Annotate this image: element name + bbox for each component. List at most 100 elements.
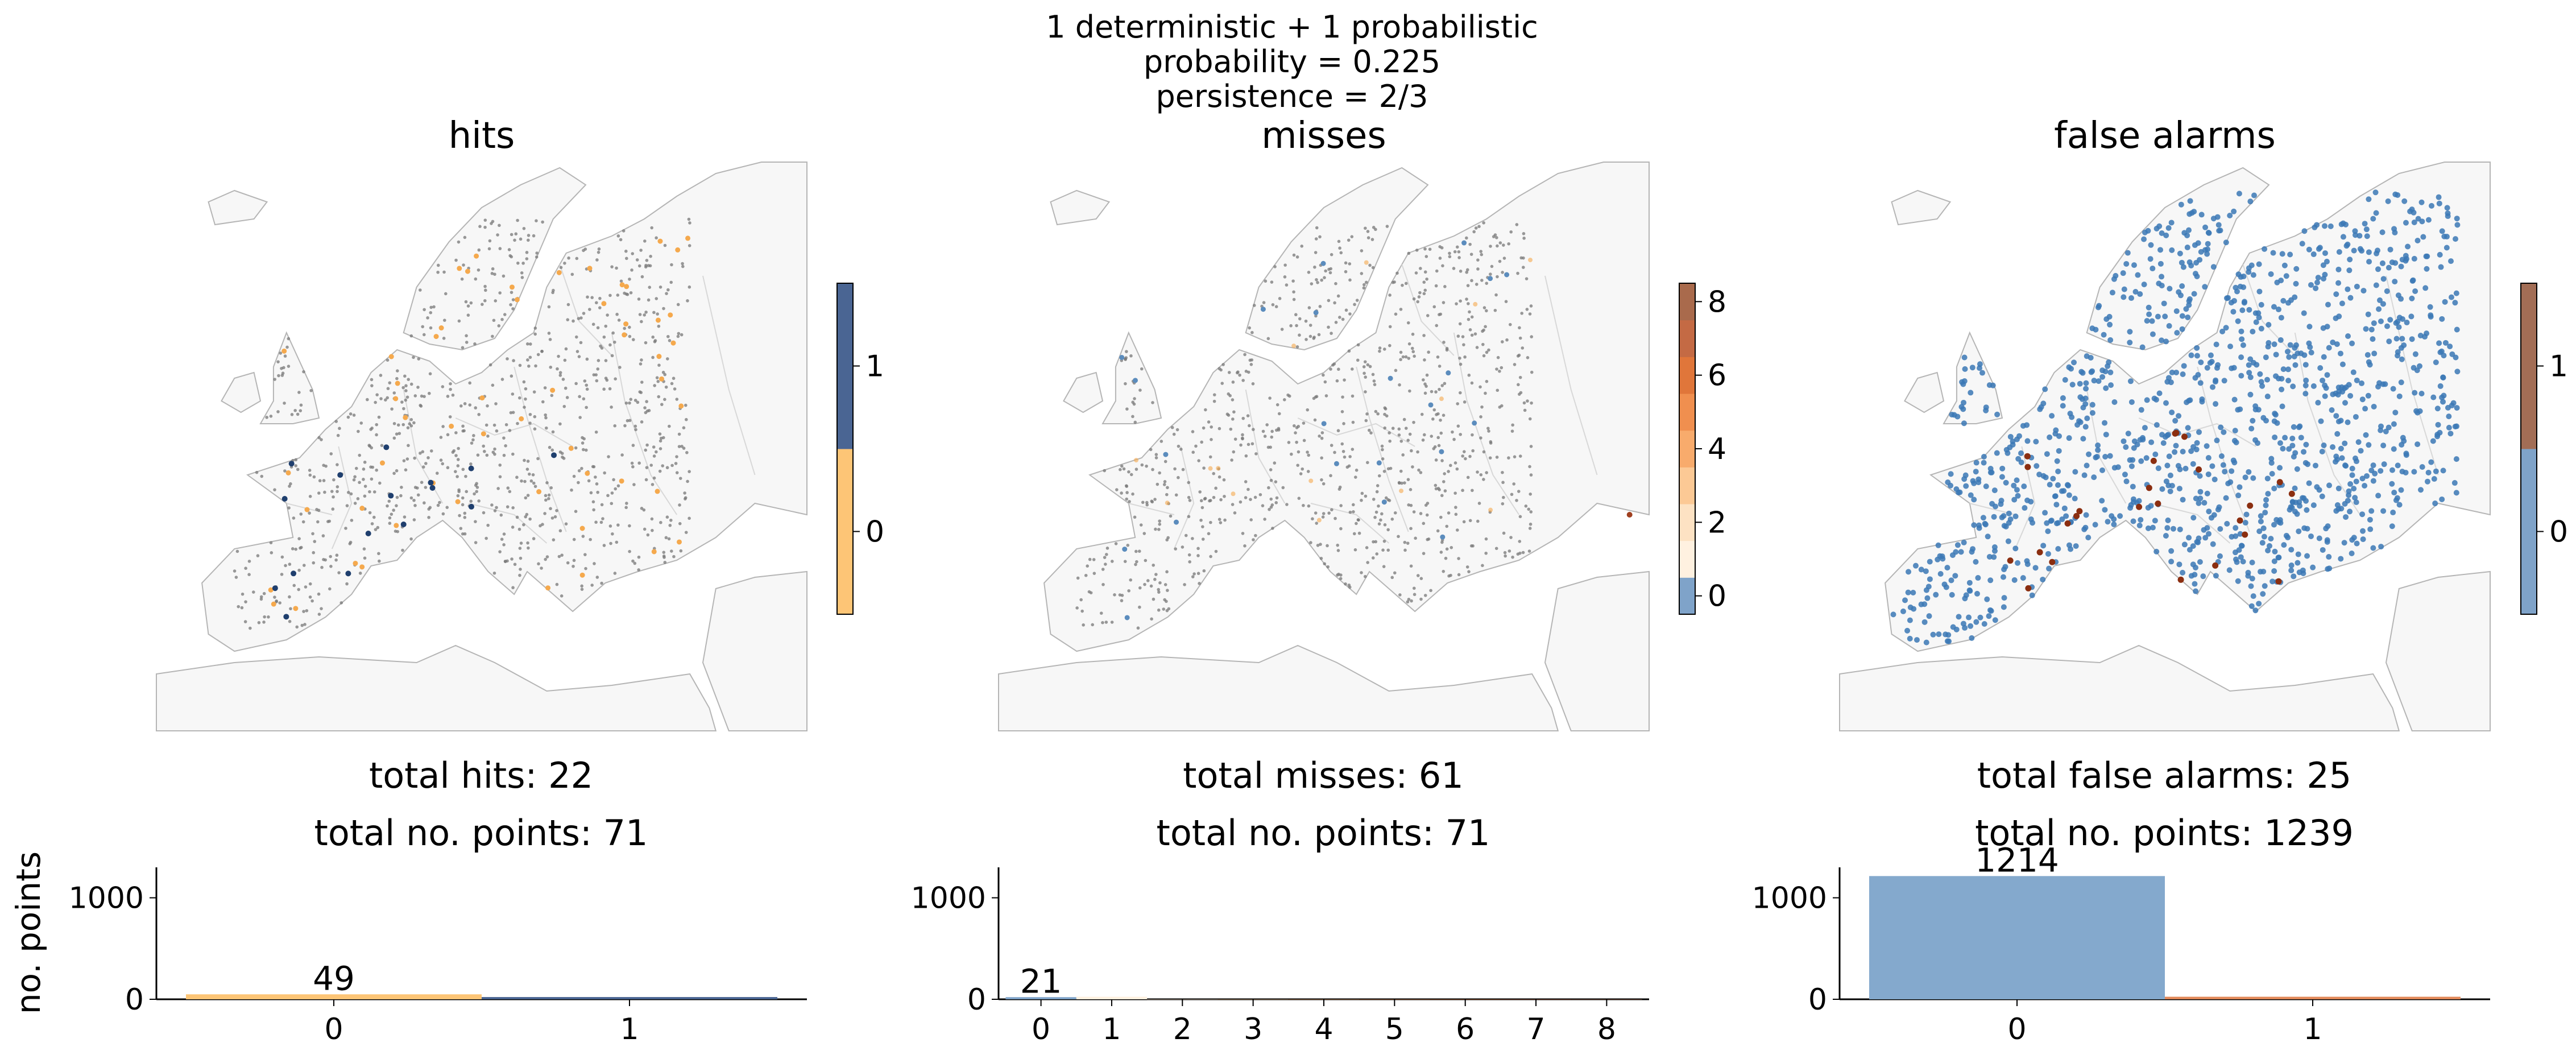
station-point: [1377, 504, 1380, 508]
station-point: [237, 605, 241, 609]
station-point: [614, 377, 617, 380]
station-point: [611, 532, 614, 536]
station-point: [610, 491, 614, 495]
station-point: [1492, 235, 1496, 238]
station-point: [462, 429, 466, 433]
false-alarm-point-0: [2306, 246, 2312, 253]
station-point: [667, 537, 671, 541]
station-point: [663, 398, 666, 402]
station-point: [1426, 314, 1430, 317]
station-point: [571, 319, 575, 323]
station-point: [552, 538, 556, 541]
false-alarm-point-0: [2441, 233, 2447, 239]
false-alarm-point-0: [2131, 262, 2137, 268]
false-alarm-point-0: [2345, 419, 2351, 425]
y-tick-label: 0: [967, 983, 986, 1017]
false-alarm-point-0: [2147, 256, 2153, 262]
station-point: [551, 430, 555, 434]
false-alarm-point-0: [1991, 514, 1997, 520]
station-point: [386, 387, 390, 390]
station-point: [1394, 312, 1398, 316]
station-point: [1191, 450, 1195, 454]
station-point: [1479, 436, 1482, 440]
station-point: [1351, 367, 1354, 371]
station-point: [1268, 396, 1272, 400]
station-point: [312, 551, 316, 555]
station-point: [1184, 533, 1188, 537]
station-point: [1343, 378, 1346, 382]
station-point: [1484, 551, 1488, 555]
hit-point-0: [685, 235, 691, 241]
station-point: [511, 586, 515, 590]
station-point: [608, 387, 612, 391]
station-point: [357, 429, 360, 433]
false-alarm-point-0: [2384, 288, 2390, 294]
false-alarm-point-0: [2205, 241, 2211, 247]
false-alarm-point-0: [2310, 564, 2316, 570]
station-point: [500, 378, 504, 381]
false-alarm-point-0: [2205, 246, 2211, 253]
station-point: [1123, 560, 1127, 563]
false-alarm-point-0: [2153, 422, 2160, 428]
false-alarm-point-0: [2440, 399, 2446, 405]
false-alarm-point-0: [2454, 222, 2461, 228]
station-point: [1338, 316, 1341, 319]
station-point: [677, 432, 681, 436]
station-point: [513, 238, 516, 242]
station-point: [1339, 504, 1343, 507]
false-alarm-point-0: [2060, 403, 2066, 409]
station-point: [1409, 488, 1413, 491]
station-point: [1315, 522, 1319, 525]
station-point: [1314, 511, 1318, 515]
station-point: [484, 423, 488, 427]
false-alarm-point-0: [1900, 608, 1906, 614]
false-alarm-point-0: [2304, 507, 2310, 513]
false-alarm-point-0: [2353, 413, 2359, 420]
station-point: [518, 363, 522, 367]
station-point: [557, 555, 561, 559]
false-alarm-point-0: [2315, 400, 2321, 406]
false-alarm-point-0: [2266, 543, 2272, 549]
station-point: [1347, 238, 1351, 242]
station-point: [1330, 332, 1333, 335]
colorbar-segment: [837, 449, 853, 615]
map-panel-false-alarms: false alarms: [1839, 115, 2491, 731]
station-point: [1120, 594, 1124, 597]
station-point: [584, 566, 587, 570]
station-point: [498, 247, 502, 250]
false-alarm-point-0: [2431, 476, 2437, 482]
false-alarm-point-0: [2447, 431, 2454, 437]
false-alarm-point-1: [2007, 557, 2014, 564]
station-point: [502, 453, 506, 457]
station-point: [363, 485, 367, 488]
station-point: [1341, 395, 1344, 399]
station-point: [1388, 431, 1391, 435]
station-point: [1201, 537, 1205, 541]
station-point: [395, 469, 399, 473]
false-alarm-point-0: [2156, 390, 2163, 396]
station-point: [1490, 264, 1494, 268]
station-point: [1209, 520, 1212, 524]
station-point: [472, 434, 475, 437]
false-alarm-point-0: [2279, 386, 2285, 392]
hit-point-0: [601, 301, 607, 307]
false-alarm-point-0: [2068, 366, 2074, 372]
false-alarm-point-0: [2107, 337, 2114, 343]
station-point: [1471, 544, 1475, 548]
false-alarm-point-0: [2389, 523, 2395, 530]
false-alarm-point-0: [2280, 445, 2286, 452]
station-point: [506, 486, 510, 490]
station-point: [1434, 483, 1438, 487]
station-point: [1494, 293, 1498, 297]
bar-0: [186, 994, 482, 999]
y-tick-label: 0: [125, 983, 144, 1017]
false-alarm-point-0: [2165, 375, 2172, 381]
hit-point-0: [668, 312, 673, 318]
station-point: [1383, 523, 1387, 527]
x-tick-label: 3: [1244, 1012, 1262, 1046]
station-point: [1487, 348, 1490, 352]
false-alarm-point-0: [2301, 228, 2308, 234]
station-point: [550, 516, 554, 520]
false-alarm-point-0: [2363, 226, 2370, 233]
station-point: [1466, 475, 1470, 479]
